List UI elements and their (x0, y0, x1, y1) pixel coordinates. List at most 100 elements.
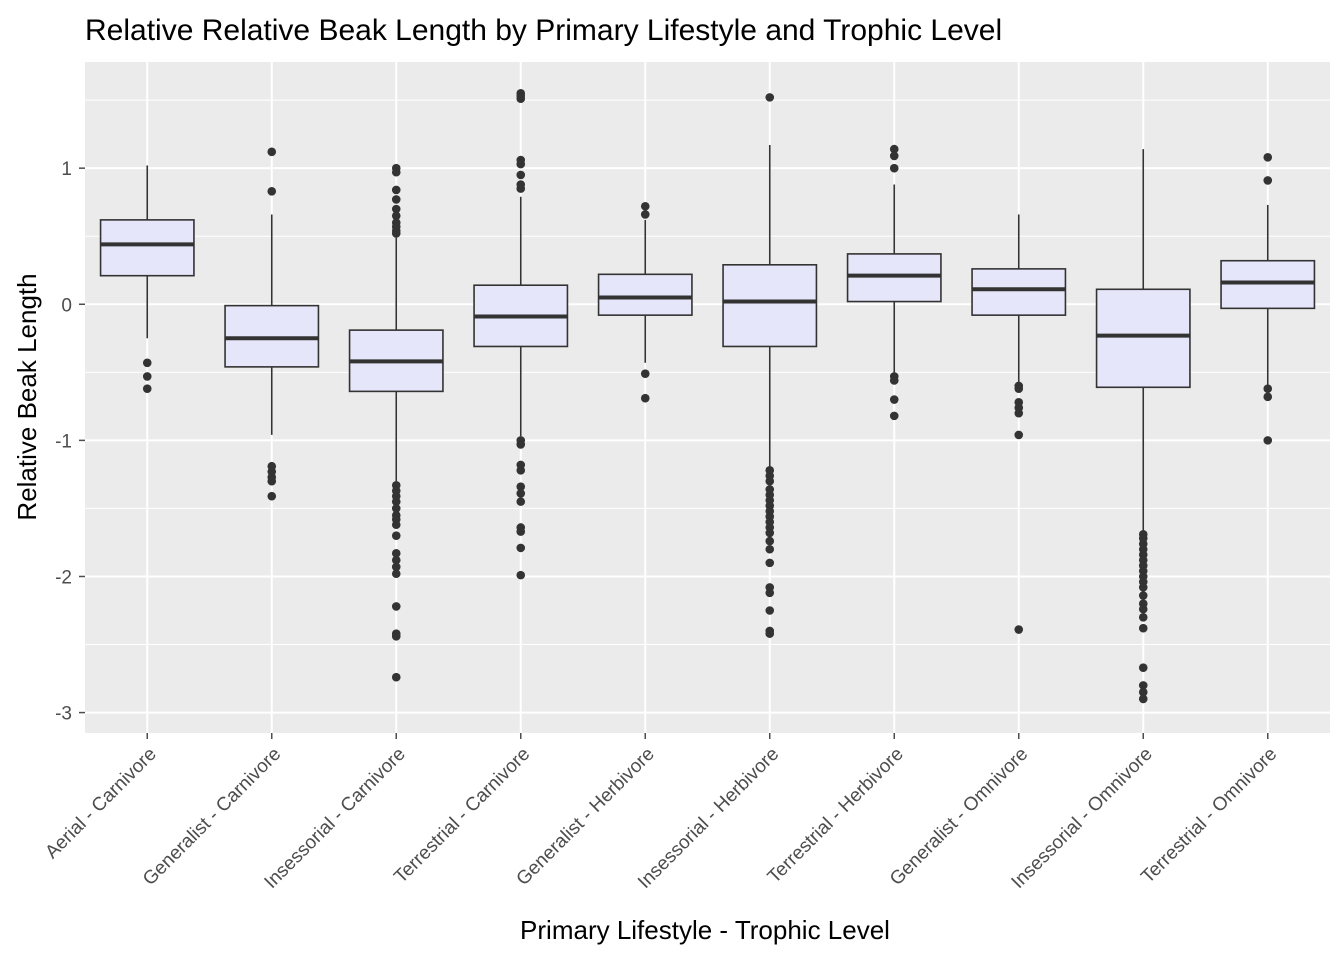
chart-title: Relative Relative Beak Length by Primary… (85, 14, 1002, 47)
iqr-box (1095, 288, 1191, 389)
outlier-point (1014, 430, 1024, 440)
boxes (99, 89, 1316, 704)
outlier-point (1263, 176, 1273, 185)
box-group (1095, 149, 1191, 704)
outlier-point (889, 163, 899, 173)
y-axis-title: Relative Beak Length (12, 273, 42, 520)
outlier-point (391, 562, 401, 572)
outlier-point (516, 184, 526, 193)
outlier-point (391, 497, 401, 506)
outlier-point (889, 395, 899, 404)
outlier-point (1263, 152, 1273, 162)
outlier-point (391, 204, 401, 214)
x-axis-title: Primary Lifestyle - Trophic Level (520, 915, 890, 945)
outlier-point (516, 497, 526, 506)
outlier-point (391, 211, 401, 221)
outlier-point (516, 489, 526, 498)
outlier-point (889, 376, 899, 385)
y-tick-label: 0 (61, 295, 72, 316)
box-group (722, 93, 818, 638)
outlier-point (640, 210, 650, 219)
outlier-point (391, 195, 401, 204)
box-group (597, 201, 693, 403)
iqr-box (1220, 259, 1316, 310)
outlier-point (391, 167, 401, 177)
outlier-point (516, 170, 526, 180)
outlier-point (1263, 436, 1273, 445)
y-tick-label: -3 (55, 704, 72, 725)
outlier-point (267, 476, 277, 486)
box-group (846, 144, 942, 421)
outlier-point (142, 372, 152, 381)
outlier-point (1263, 384, 1273, 393)
outlier-point (765, 93, 775, 102)
iqr-box (597, 273, 693, 316)
outlier-point (640, 201, 650, 211)
outlier-point (516, 527, 526, 536)
outlier-point (391, 549, 401, 558)
box-group (971, 214, 1067, 634)
outlier-point (391, 632, 401, 641)
y-tick-label: -2 (55, 567, 72, 588)
outlier-point (765, 629, 775, 638)
outlier-point (1014, 384, 1024, 393)
outlier-point (391, 504, 401, 513)
box-group (99, 165, 195, 393)
outlier-point (516, 466, 526, 475)
outlier-point (765, 536, 775, 546)
outlier-point (889, 151, 899, 161)
outlier-point (765, 528, 775, 538)
outlier-point (889, 411, 899, 421)
iqr-box (722, 263, 818, 348)
y-tick-label: 1 (61, 159, 72, 180)
outlier-point (1138, 663, 1148, 672)
outlier-point (391, 555, 401, 565)
outlier-point (516, 543, 526, 553)
outlier-point (765, 544, 775, 554)
iqr-box (224, 304, 320, 368)
outlier-point (765, 558, 775, 568)
box-group (473, 89, 569, 580)
outlier-point (640, 393, 650, 403)
outlier-point (516, 94, 526, 104)
box-group (348, 163, 444, 682)
outlier-point (391, 569, 401, 579)
outlier-point (516, 570, 526, 580)
box-group (1220, 152, 1316, 445)
outlier-point (391, 672, 401, 682)
outlier-point (391, 602, 401, 611)
outlier-point (1014, 625, 1024, 634)
plot-panel (85, 62, 1330, 733)
outlier-point (1138, 687, 1148, 697)
outlier-point (516, 440, 526, 449)
outlier-point (267, 491, 277, 501)
outlier-point (267, 147, 277, 157)
outlier-point (1138, 613, 1148, 622)
iqr-box (846, 253, 942, 303)
y-tick-label: -1 (55, 431, 72, 452)
outlier-point (1014, 408, 1024, 418)
outlier-point (516, 159, 526, 169)
outlier-point (267, 187, 277, 196)
outlier-point (640, 369, 650, 378)
outlier-point (391, 520, 401, 530)
outlier-point (516, 482, 526, 491)
outlier-point (1263, 392, 1273, 402)
panel-background (85, 62, 1330, 733)
outlier-point (1138, 604, 1148, 614)
outlier-point (391, 185, 401, 195)
outlier-point (142, 358, 152, 368)
iqr-box (971, 268, 1067, 316)
iqr-box (99, 219, 195, 277)
outlier-point (1138, 591, 1148, 600)
box-group (224, 147, 320, 501)
outlier-point (142, 384, 152, 393)
outlier-point (1138, 681, 1148, 690)
outlier-point (765, 588, 775, 598)
outlier-point (889, 144, 899, 154)
outlier-point (1138, 583, 1148, 592)
outlier-point (1138, 694, 1148, 704)
outlier-point (1138, 623, 1148, 633)
